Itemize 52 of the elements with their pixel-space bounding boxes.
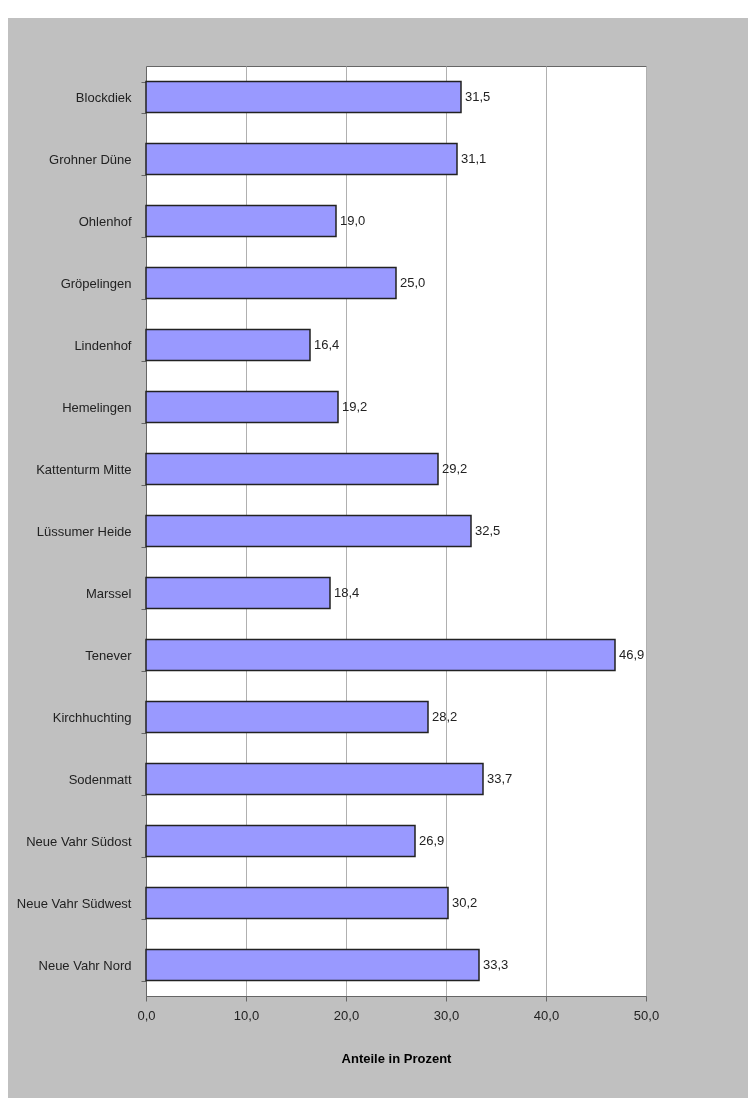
y-tick-label: Marssel	[85, 585, 132, 601]
data-label: 33,7	[487, 771, 513, 786]
y-tick-label: Lindenhof	[74, 337, 132, 353]
data-label: 29,2	[442, 461, 468, 476]
x-tick-label: 20,0	[333, 1007, 360, 1023]
data-label: 28,2	[432, 709, 458, 724]
data-label: 19,0	[340, 213, 366, 228]
x-tick-label: 50,0	[633, 1007, 660, 1023]
y-tick-label: Neue Vahr Südwest	[16, 895, 132, 911]
bar	[145, 204, 337, 238]
data-label: 31,1	[461, 151, 487, 166]
data-label: 32,5	[475, 523, 501, 538]
y-tick-label: Neue Vahr Nord	[38, 957, 132, 973]
y-tick-label: Grohner Düne	[49, 151, 132, 167]
data-label: 46,9	[619, 647, 645, 662]
data-label: 26,9	[419, 833, 445, 848]
y-tick-label: Sodenmatt	[68, 771, 132, 787]
bar	[145, 514, 472, 548]
bar	[145, 452, 439, 486]
bar	[145, 700, 429, 734]
bar	[145, 576, 331, 610]
bar	[145, 266, 397, 300]
y-tick-label: Hemelingen	[62, 399, 132, 415]
bar	[145, 80, 462, 114]
y-tick-label: Kirchhuchting	[52, 709, 132, 725]
x-tick-label: 10,0	[233, 1007, 260, 1023]
bar	[145, 142, 458, 176]
bar	[145, 762, 484, 796]
bar	[145, 390, 339, 424]
data-label: 31,5	[465, 89, 491, 104]
data-label: 30,2	[452, 895, 478, 910]
x-tick-label: 30,0	[433, 1007, 460, 1023]
y-tick-label: Ohlenhof	[78, 213, 132, 229]
bar	[145, 948, 480, 982]
x-tick-label: 0,0	[137, 1007, 156, 1023]
data-label: 16,4	[314, 337, 340, 352]
y-tick-label: Lüssumer Heide	[36, 523, 132, 539]
y-tick-label: Blockdiek	[75, 89, 132, 105]
x-tick-label: 40,0	[533, 1007, 560, 1023]
data-label: 18,4	[334, 585, 360, 600]
x-axis-title: Anteile in Prozent	[341, 1050, 453, 1066]
bar	[145, 886, 449, 920]
y-tick-label: Neue Vahr Südost	[26, 833, 132, 849]
y-tick-label: Kattenturm Mitte	[36, 461, 132, 477]
bar	[145, 638, 616, 672]
bar	[145, 328, 311, 362]
y-tick-label: Gröpelingen	[60, 275, 132, 291]
bar	[145, 824, 416, 858]
data-label: 19,2	[342, 399, 368, 414]
data-label: 33,3	[483, 957, 509, 972]
y-tick-label: Tenever	[85, 647, 133, 663]
data-label: 25,0	[400, 275, 426, 290]
